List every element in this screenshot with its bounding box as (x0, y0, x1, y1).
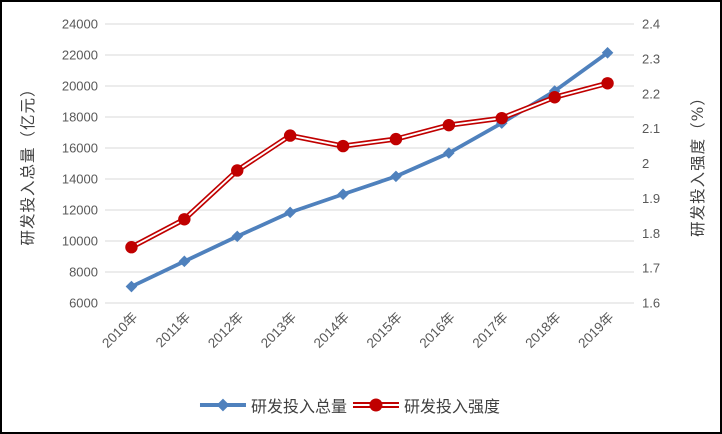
x-axis-tick-label: 2015年 (364, 310, 405, 351)
x-axis-tick-label: 2011年 (153, 310, 194, 351)
right-axis-tick-label: 1.7 (642, 261, 660, 276)
intensity-series-marker (389, 132, 403, 146)
x-axis-tick-label: 2016年 (417, 310, 458, 351)
right-axis-tick-label: 2.4 (642, 17, 660, 32)
legend-item-total: 研发投入总量 (199, 393, 353, 417)
right-axis-tick-label: 1.6 (642, 296, 660, 311)
total-series-marker (601, 46, 614, 59)
legend-label-total: 研发投入总量 (250, 397, 347, 416)
left-axis-tick-label: 16000 (62, 141, 98, 156)
left-axis-tick-label: 18000 (62, 110, 98, 125)
right-axis-tick-label: 2 (642, 156, 649, 171)
total-series-line (130, 51, 609, 289)
right-axis-tick-label: 2.3 (642, 51, 660, 66)
total-series-marker (337, 188, 349, 201)
left-axis-tick-label: 24000 (62, 17, 98, 32)
right-axis-title: 研发投入强度（%） (689, 89, 707, 237)
total-series-marker (443, 147, 455, 159)
left-axis-tick-label: 12000 (62, 203, 98, 218)
right-axis-tick-label: 2.2 (642, 86, 660, 101)
x-axis-tick-label: 2013年 (258, 310, 299, 351)
legend-label-intensity: 研发投入强度 (404, 397, 501, 416)
intensity-series-marker (336, 139, 350, 153)
total-series-marker (231, 230, 244, 243)
intensity-series-marker (231, 164, 244, 177)
total-series-marker (390, 170, 402, 183)
intensity-series-marker (601, 77, 614, 90)
right-axis-tick-label: 2.1 (642, 121, 660, 136)
intensity-series-marker (495, 111, 508, 125)
intensity-series-marker (178, 213, 191, 226)
intensity-series-marker (442, 118, 456, 132)
left-axis-tick-label: 14000 (62, 172, 98, 187)
total-series-marker (178, 255, 191, 268)
left-axis-title: 研发投入总量（亿元） (19, 80, 37, 246)
x-axis-tick-label: 2014年 (311, 310, 352, 351)
intensity-series-line-inner-stripe (131, 82, 608, 249)
left-axis-tick-label: 20000 (62, 79, 98, 94)
right-axis-tick-label: 1.9 (642, 191, 660, 206)
x-axis-tick-label: 2010年 (99, 310, 140, 351)
left-axis-tick-label: 10000 (62, 234, 98, 249)
legend-item-intensity: 研发投入强度 (353, 393, 506, 417)
x-axis-tick-label: 2017年 (469, 310, 510, 351)
intensity-series-marker (125, 241, 138, 254)
intensity-series-legend-marker-icon (353, 398, 399, 412)
left-axis-tick-label: 22000 (62, 48, 98, 63)
left-axis-tick-label: 6000 (69, 296, 98, 311)
total-series-marker (125, 280, 138, 293)
intensity-series-marker (548, 91, 561, 104)
chart-legend: 研发投入总量 研发投入强度 (199, 393, 506, 417)
left-axis-tick-label: 8000 (69, 265, 98, 280)
x-axis-tick-label: 2019年 (575, 310, 616, 351)
right-axis-tick-label: 1.8 (642, 226, 660, 241)
x-axis-tick-label: 2012年 (205, 310, 246, 351)
total-series-marker (284, 206, 296, 219)
intensity-series-marker (283, 129, 297, 142)
total-series-legend-marker-icon (199, 398, 246, 412)
intensity-series-line (130, 80, 609, 250)
x-axis-tick-label: 2018年 (522, 310, 563, 351)
